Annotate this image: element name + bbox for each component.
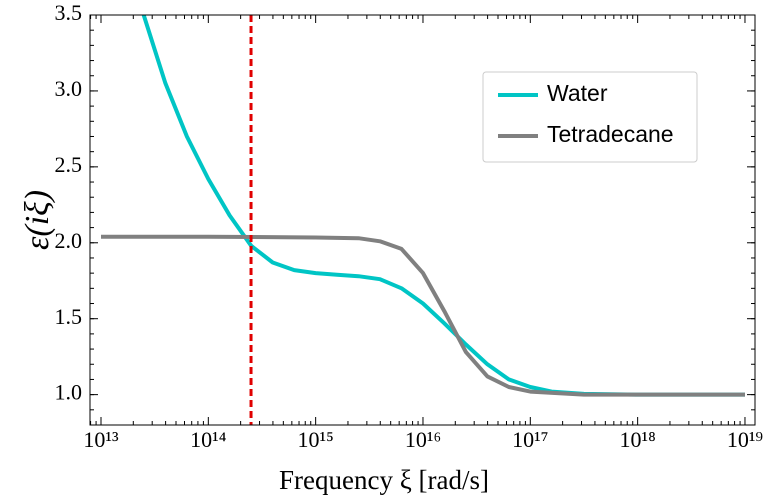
x-tick-label: 10¹⁹ bbox=[727, 427, 764, 452]
series-line bbox=[141, 15, 745, 397]
plot-area bbox=[101, 15, 745, 397]
y-tick-label: 2.5 bbox=[55, 152, 83, 177]
y-axis-label: ε(iξ) bbox=[19, 190, 56, 250]
y-tick-label: 1.5 bbox=[55, 304, 83, 329]
y-tick-label: 3.5 bbox=[55, 0, 83, 25]
x-tick-label: 10¹⁸ bbox=[620, 427, 656, 452]
x-axis-label: Frequency ξ [rad/s] bbox=[279, 465, 489, 495]
y-tick-label: 3.0 bbox=[55, 76, 83, 101]
legend-label: Water bbox=[547, 80, 608, 106]
x-tick-label: 10¹⁷ bbox=[512, 427, 548, 452]
series-line bbox=[101, 234, 745, 397]
x-tick-label: 10¹⁶ bbox=[405, 427, 441, 452]
legend-label: Tetradecane bbox=[547, 121, 674, 147]
y-tick-label: 2.0 bbox=[55, 228, 83, 253]
plot-frame bbox=[89, 14, 756, 426]
x-tick-label: 10¹⁴ bbox=[190, 427, 227, 452]
x-tick-label: 10¹⁵ bbox=[298, 427, 334, 452]
x-tick-label: 10¹³ bbox=[83, 427, 119, 452]
y-tick-label: 1.0 bbox=[55, 380, 83, 405]
